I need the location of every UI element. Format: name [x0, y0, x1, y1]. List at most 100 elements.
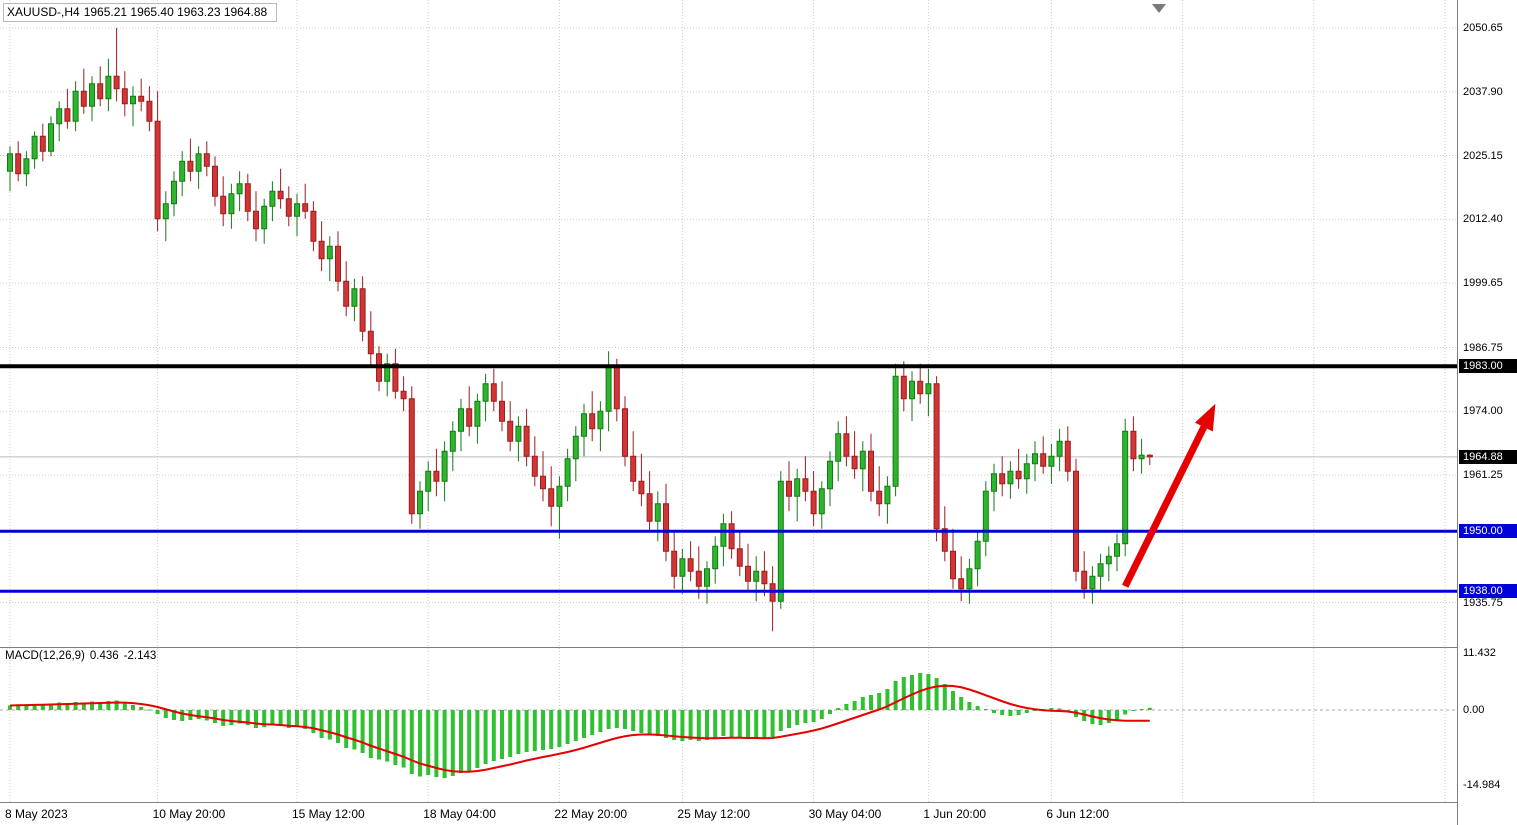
trend-arrow-shaft[interactable] [1122, 425, 1208, 588]
macd-histogram-bar [1115, 710, 1119, 720]
macd-histogram-bar [196, 710, 201, 719]
macd-histogram-bar [262, 710, 267, 727]
candle-body [605, 365, 612, 412]
candle-body [80, 90, 87, 107]
macd-histogram-bar [623, 710, 627, 729]
candle-body [15, 153, 22, 175]
macd-histogram-bar [49, 703, 53, 710]
candle-body [113, 75, 120, 90]
macd-panel[interactable]: MACD(12,26,9) 0.436 -2.143 [0, 648, 1457, 802]
macd-histogram-bar [1106, 710, 1111, 723]
candle-body [269, 190, 276, 207]
macd-histogram [8, 673, 1152, 778]
candle-body [277, 190, 284, 200]
macd-histogram-bar [114, 700, 119, 710]
time-axis-label: 1 Jun 20:00 [923, 807, 987, 821]
candle-body [72, 90, 79, 122]
candle-body [753, 570, 760, 582]
candle-body [359, 288, 366, 332]
trend-arrow[interactable] [1122, 403, 1216, 588]
candle-body [482, 383, 489, 402]
macd-histogram-bar [393, 710, 398, 765]
macd-histogram-bar [705, 710, 709, 740]
candle-body [728, 523, 735, 550]
candle-body [794, 478, 801, 497]
macd-histogram-bar [483, 710, 488, 764]
time-axis-label: 8 May 2023 [5, 807, 68, 821]
candle-body [105, 75, 112, 100]
candle-body [835, 433, 842, 462]
candle-body [687, 558, 694, 572]
time-axis-label: 25 May 12:00 [677, 807, 751, 821]
candle-body [1073, 470, 1079, 572]
macd-histogram-bar [180, 710, 185, 721]
price-axis-label: 2037.90 [1463, 85, 1503, 98]
candle-body [941, 528, 948, 552]
time-axis-label: 15 May 12:00 [292, 807, 365, 821]
candle-body [1081, 570, 1088, 590]
time-axis[interactable]: 8 May 2023 10 May 20:00 15 May 12:00 18 May… [0, 803, 1457, 825]
macd-histogram-bar [877, 693, 882, 710]
candle-body [646, 493, 653, 522]
candle-body [1138, 454, 1145, 460]
candle-body [318, 240, 325, 260]
trend-arrow-head[interactable] [1194, 403, 1216, 432]
candle-body [310, 210, 317, 242]
price-axis[interactable]: 2050.65 2037.90 2025.15 2012.40 1999.65 1986.… [1457, 0, 1517, 825]
candle-body [851, 455, 858, 470]
panel-divider[interactable] [0, 647, 1517, 648]
macd-histogram-bar [368, 710, 373, 758]
candle-body [400, 390, 407, 400]
macd-chart[interactable] [0, 648, 1457, 802]
macd-histogram-bar [286, 710, 291, 728]
candle-body [810, 490, 817, 515]
candle-body [581, 413, 587, 437]
candlestick-chart[interactable] [0, 0, 1457, 647]
macd-name-label: MACD(12,26,9) [5, 650, 85, 662]
current-price-badge: 1964.88 [1459, 449, 1517, 464]
chart-shift-marker-icon[interactable] [1152, 4, 1166, 13]
macd-histogram-bar [172, 710, 176, 720]
candle-body [367, 330, 374, 355]
candle-body [777, 480, 784, 602]
macd-histogram-bar [131, 705, 135, 710]
candle-body [1114, 543, 1120, 557]
macd-histogram-bar [549, 710, 554, 749]
candle-body [523, 425, 530, 457]
macd-histogram-bar [614, 710, 619, 728]
macd-histogram-bar [811, 710, 816, 722]
candle-body [490, 383, 497, 402]
candle-body [64, 108, 71, 122]
macd-histogram-bar [557, 710, 562, 747]
candle-body [1023, 463, 1030, 480]
candle-body [1015, 470, 1022, 480]
macd-histogram-bar [57, 702, 62, 710]
main-chart-area[interactable]: XAUUSD-,H4 1965.21 1965.40 1963.23 1964.8… [0, 0, 1457, 647]
price-level-badge: 1983.00 [1459, 359, 1517, 374]
candle-body [564, 458, 571, 487]
candle-body [146, 100, 153, 122]
candle-body [138, 95, 145, 102]
candle-body [1089, 575, 1096, 590]
candle-body [179, 160, 186, 182]
candle-body [679, 558, 686, 577]
candle-body [556, 485, 563, 507]
macd-histogram-bar [336, 710, 340, 743]
candle-body [294, 203, 300, 217]
macd-histogram-bar [155, 710, 160, 714]
macd-histogram-bar [303, 710, 308, 729]
candle-body [162, 203, 169, 220]
macd-histogram-bar [672, 710, 677, 740]
macd-histogram-bar [204, 710, 209, 721]
candle-body [884, 485, 891, 505]
macd-histogram-bar [1147, 707, 1152, 710]
candle-body [613, 365, 620, 410]
candle-body [302, 203, 309, 212]
macd-signal-value: -2.143 [123, 650, 157, 662]
macd-histogram-bar [245, 710, 250, 725]
candle-body [761, 570, 768, 585]
macd-histogram-bar [16, 704, 21, 710]
macd-histogram-bar [787, 710, 791, 728]
macd-histogram-bar [910, 675, 914, 710]
macd-histogram-bar [377, 710, 381, 760]
